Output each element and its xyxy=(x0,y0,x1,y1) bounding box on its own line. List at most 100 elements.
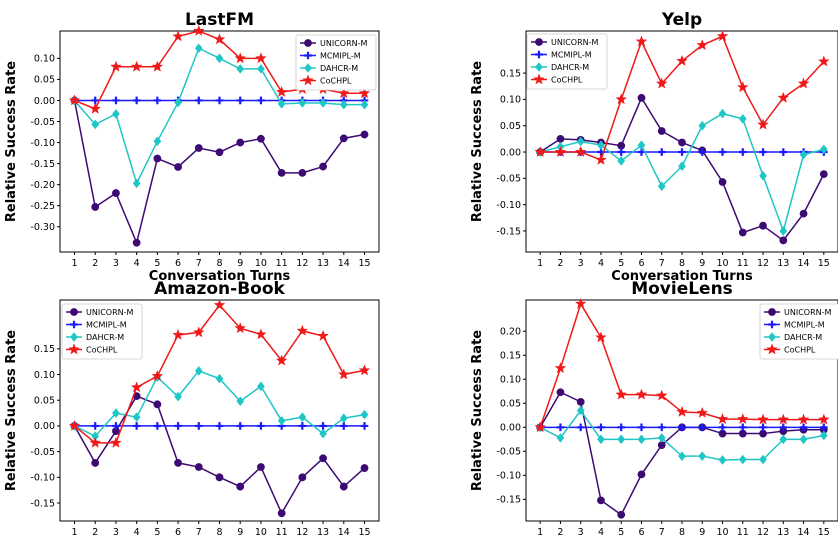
data-point xyxy=(319,428,327,439)
chart-title: Yelp xyxy=(661,10,702,30)
legend-label: DAHCR-M xyxy=(784,333,822,342)
legend-marker xyxy=(304,63,312,73)
data-point xyxy=(153,400,162,409)
data-point xyxy=(194,43,203,54)
data-point xyxy=(554,145,567,157)
legend-marker xyxy=(768,320,776,329)
y-tick-label: 0.20 xyxy=(500,327,521,338)
data-point xyxy=(319,162,327,171)
data-point xyxy=(91,459,100,467)
data-point xyxy=(718,429,727,438)
y-tick-label: -0.15 xyxy=(30,498,55,509)
legend-marker xyxy=(766,343,778,355)
chart-3: Amazon-Book -0.15 -0.10 -0.05 0.00 0.05 0.10 0.… xyxy=(4,279,380,536)
x-tick-label: 3 xyxy=(113,527,119,536)
data-point xyxy=(130,60,143,72)
data-point xyxy=(255,52,267,64)
x-tick-label: 14 xyxy=(798,258,810,269)
data-point xyxy=(360,130,369,139)
data-point xyxy=(338,368,350,380)
series-cochpl xyxy=(534,297,830,433)
legend-marker xyxy=(70,320,78,329)
data-point xyxy=(257,96,265,105)
legend-label: MCMIPL-M xyxy=(320,52,361,61)
data-point xyxy=(799,423,808,432)
data-point xyxy=(698,451,707,461)
data-point xyxy=(153,96,162,105)
data-point xyxy=(797,77,810,89)
y-tick-label: 0.15 xyxy=(500,68,521,79)
legend-label: MCMIPL-M xyxy=(551,51,592,60)
legend-label: MCMIPL-M xyxy=(784,321,825,330)
y-tick-label: -0.05 xyxy=(30,117,55,128)
x-tick-label: 9 xyxy=(699,258,705,269)
data-point xyxy=(534,421,546,433)
data-point xyxy=(255,328,267,340)
y-axis-label: Relative Success Rate xyxy=(4,330,19,491)
y-tick-label: 0.05 xyxy=(500,399,521,410)
x-tick-label: 14 xyxy=(798,527,810,536)
x-tick-label: 8 xyxy=(679,258,685,269)
y-tick-label: 0.10 xyxy=(500,95,521,106)
data-point xyxy=(534,145,546,157)
data-point xyxy=(91,422,100,430)
data-point xyxy=(319,98,327,108)
data-point xyxy=(174,422,182,430)
data-point xyxy=(360,99,369,110)
x-tick-label: 11 xyxy=(276,527,288,536)
data-point xyxy=(757,413,769,425)
legend-marker xyxy=(535,38,543,46)
data-point xyxy=(617,141,626,150)
data-point xyxy=(236,396,245,407)
data-point xyxy=(556,134,565,143)
series-line xyxy=(539,112,825,234)
data-point xyxy=(820,423,828,432)
y-tick-label: -0.15 xyxy=(496,495,521,506)
data-point xyxy=(277,99,286,109)
x-tick-label: 2 xyxy=(92,258,98,269)
legend-marker xyxy=(68,343,80,355)
data-point xyxy=(360,409,369,420)
y-tick-label: 0.05 xyxy=(500,121,521,132)
data-point xyxy=(174,391,182,402)
data-point xyxy=(799,209,808,218)
data-point xyxy=(799,434,808,445)
data-point xyxy=(298,168,307,177)
chart-1: LastFM -0.30 -0.25 -0.20 -0.15 -0.10 -0.05 0.00… xyxy=(4,10,380,284)
data-point xyxy=(174,459,182,467)
data-point xyxy=(234,52,246,64)
legend-label: CoCHPL xyxy=(86,346,118,355)
data-point xyxy=(779,226,788,236)
data-point xyxy=(215,53,224,64)
data-point xyxy=(576,405,585,416)
data-point xyxy=(779,236,788,245)
chart-title: LastFM xyxy=(185,10,254,30)
data-point xyxy=(716,413,729,425)
data-point xyxy=(112,109,120,119)
series-mcmipl-m xyxy=(70,96,369,105)
x-tick-label: 1 xyxy=(71,258,77,269)
data-point xyxy=(698,120,707,131)
series-cochpl xyxy=(534,30,830,165)
data-point xyxy=(655,77,668,89)
x-tick-label: 11 xyxy=(737,527,749,536)
data-point xyxy=(194,96,203,105)
data-point xyxy=(298,412,307,422)
data-point xyxy=(615,93,627,105)
legend-frame xyxy=(759,303,838,360)
data-point xyxy=(277,509,286,518)
x-tick-label: 2 xyxy=(557,527,563,536)
y-tick-label: -0.15 xyxy=(30,159,55,170)
legend-label: DAHCR-M xyxy=(320,64,358,73)
data-point xyxy=(718,148,727,156)
data-point xyxy=(657,127,666,135)
x-tick-label: 9 xyxy=(699,527,705,536)
data-point xyxy=(779,148,788,156)
data-point xyxy=(637,470,646,479)
data-point xyxy=(718,178,727,186)
x-tick-label: 9 xyxy=(237,527,243,536)
legend-label: MCMIPL-M xyxy=(86,321,127,330)
x-tick-label: 12 xyxy=(296,258,308,269)
x-tick-label: 5 xyxy=(618,258,624,269)
chart-title: Amazon-Book xyxy=(154,279,285,299)
